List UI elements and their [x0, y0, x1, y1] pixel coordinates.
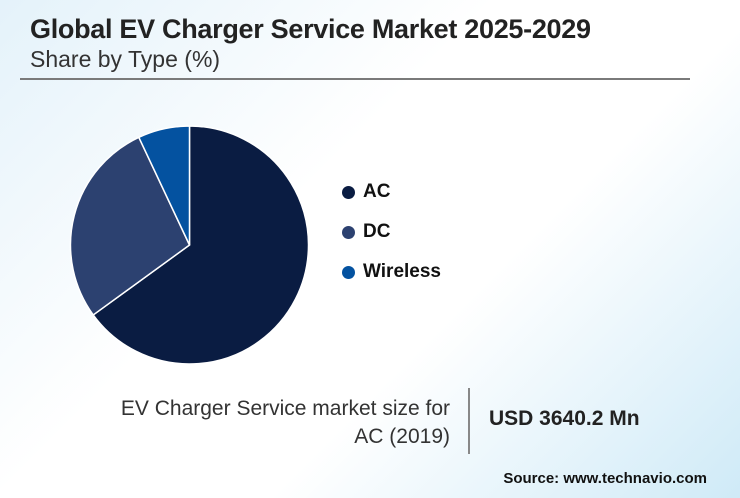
- legend-item-dc: DC: [342, 212, 441, 252]
- stat-label: EV Charger Service market size for AC (2…: [90, 395, 450, 451]
- legend-item-ac: AC: [342, 172, 441, 212]
- pie-slice-ac: [92, 125, 310, 365]
- chart-subtitle: Share by Type (%): [30, 46, 221, 72]
- legend-label: Wireless: [363, 261, 441, 282]
- stat-value: USD 3640.2 Mn: [489, 407, 640, 430]
- header-divider: [20, 78, 690, 80]
- legend: AC DC Wireless: [342, 172, 441, 292]
- source-note: Source: www.technavio.com: [503, 470, 707, 487]
- stat-label-line2: AC (2019): [354, 425, 450, 448]
- stat-divider: [468, 388, 470, 454]
- stat-label-line1: EV Charger Service market size for: [120, 397, 450, 420]
- legend-swatch: [342, 265, 355, 279]
- chart-title: Global EV Charger Service Market 2025-20…: [30, 14, 591, 44]
- legend-item-wireless: Wireless: [342, 252, 441, 292]
- legend-label: AC: [363, 181, 391, 202]
- legend-swatch: [342, 185, 355, 199]
- legend-swatch: [342, 225, 355, 239]
- pie-slice-dc: [69, 136, 191, 316]
- pie-slice-wireless: [137, 125, 191, 246]
- legend-label: DC: [363, 221, 391, 242]
